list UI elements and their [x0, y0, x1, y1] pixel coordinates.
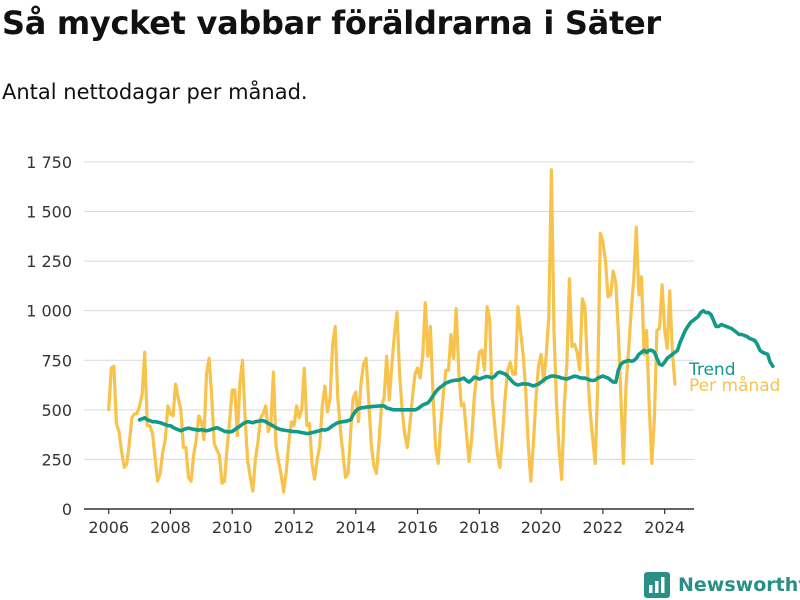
x-tick-label: 2014 — [335, 518, 376, 537]
chart-title: Så mycket vabbar föräldrarna i Säter — [2, 4, 661, 42]
x-tick-labels: 2006 2008 2010 2012 2014 2016 2018 2020 2022 2024 — [88, 518, 685, 537]
y-tick-label: 250 — [41, 450, 72, 469]
newsworthy-brand: Newsworthy — [644, 570, 800, 600]
y-tick-label: 1 250 — [26, 252, 72, 271]
gridlines — [84, 161, 694, 460]
brand-name: Newsworthy — [678, 574, 800, 596]
y-tick-label: 750 — [41, 351, 72, 370]
chart-subtitle: Antal nettodagar per månad. — [2, 80, 308, 104]
series-lines — [107, 168, 775, 494]
y-tick-label: 0 — [62, 500, 72, 519]
x-tick-label: 2020 — [521, 518, 562, 537]
y-tick-label: 1 000 — [26, 302, 72, 321]
x-tick-label: 2016 — [397, 518, 438, 537]
x-axis — [84, 508, 694, 514]
y-tick-label: 500 — [41, 401, 72, 420]
newsworthy-logo-icon — [644, 572, 670, 598]
series-label-trend: Trend — [688, 360, 736, 380]
x-tick-label: 2018 — [459, 518, 500, 537]
x-tick-label: 2012 — [274, 518, 315, 537]
x-tick-label: 2024 — [644, 518, 685, 537]
y-tick-label: 1 500 — [26, 203, 72, 222]
x-tick-label: 2006 — [88, 518, 129, 537]
x-tick-label: 2010 — [212, 518, 253, 537]
series-per-manad-line — [107, 168, 677, 494]
y-tick-labels: 0 250 500 750 1 000 1 250 1 500 1 750 — [26, 153, 72, 519]
series-label-per-manad: Per månad — [689, 375, 780, 396]
y-tick-label: 1 750 — [26, 153, 72, 172]
series-trend-line — [137, 308, 775, 436]
x-tick-label: 2022 — [583, 518, 624, 537]
x-tick-label: 2008 — [150, 518, 191, 537]
